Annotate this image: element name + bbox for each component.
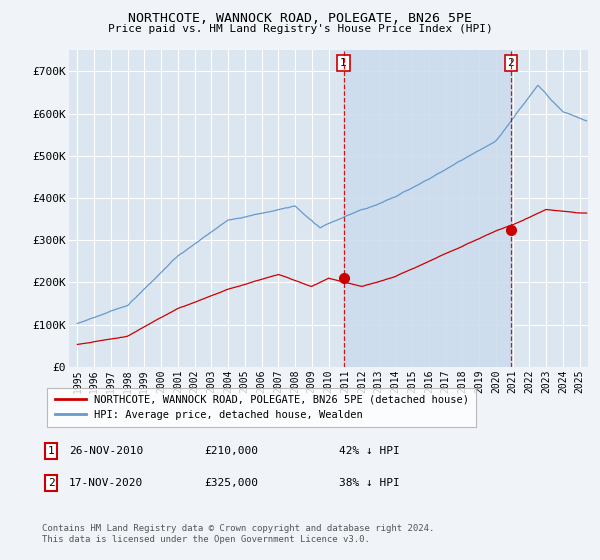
Text: 2: 2 <box>47 478 55 488</box>
Text: 42% ↓ HPI: 42% ↓ HPI <box>339 446 400 456</box>
Text: Price paid vs. HM Land Registry's House Price Index (HPI): Price paid vs. HM Land Registry's House … <box>107 24 493 34</box>
Legend: NORTHCOTE, WANNOCK ROAD, POLEGATE, BN26 5PE (detached house), HPI: Average price: NORTHCOTE, WANNOCK ROAD, POLEGATE, BN26 … <box>47 388 476 427</box>
Text: 38% ↓ HPI: 38% ↓ HPI <box>339 478 400 488</box>
Text: 26-NOV-2010: 26-NOV-2010 <box>69 446 143 456</box>
Text: £325,000: £325,000 <box>204 478 258 488</box>
Text: This data is licensed under the Open Government Licence v3.0.: This data is licensed under the Open Gov… <box>42 535 370 544</box>
Text: 1: 1 <box>47 446 55 456</box>
Text: 2: 2 <box>508 58 514 68</box>
Text: 17-NOV-2020: 17-NOV-2020 <box>69 478 143 488</box>
Text: 1: 1 <box>340 58 347 68</box>
Text: Contains HM Land Registry data © Crown copyright and database right 2024.: Contains HM Land Registry data © Crown c… <box>42 524 434 533</box>
Text: NORTHCOTE, WANNOCK ROAD, POLEGATE, BN26 5PE: NORTHCOTE, WANNOCK ROAD, POLEGATE, BN26 … <box>128 12 472 25</box>
Bar <box>344 50 511 367</box>
Text: £210,000: £210,000 <box>204 446 258 456</box>
